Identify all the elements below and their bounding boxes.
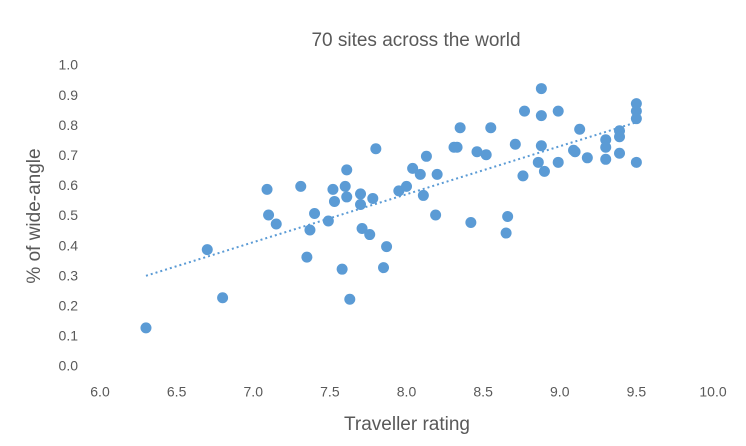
point [519,105,531,117]
point [417,189,429,201]
x-axis-title: Traveller rating [344,414,470,435]
point [378,262,390,274]
y-tick-label: 1.0 [59,57,79,73]
point [309,207,321,219]
point [381,241,393,253]
y-tick-label: 0.9 [59,87,79,103]
point [502,211,514,222]
y-tick-label: 0.3 [59,267,79,283]
point [500,227,512,239]
y-tick-label: 0.8 [59,117,79,133]
point [480,149,492,161]
point [140,322,152,334]
x-tick-label: 6.5 [167,384,187,400]
point [217,292,229,304]
point [356,223,368,235]
point [630,105,642,117]
point [420,150,432,162]
point [341,191,353,203]
y-tick-label: 0.0 [59,358,79,374]
point [367,192,379,204]
point [301,251,313,263]
point [485,122,497,134]
x-tick-label: 7.5 [320,384,340,400]
x-tick-label: 6.0 [90,384,110,400]
point [630,156,642,168]
y-tick-label: 0.4 [59,237,79,253]
y-tick-label: 0.1 [59,328,79,344]
x-tick-label: 9.0 [550,384,570,400]
point [451,141,463,153]
point [465,217,477,229]
point [355,198,367,210]
point [401,180,412,192]
point [600,141,612,153]
point [261,183,273,195]
point [263,209,275,221]
point [532,156,544,168]
point [304,224,316,236]
point [364,229,376,241]
point [407,162,419,174]
point [538,165,550,177]
point [600,153,612,165]
x-tick-label: 9.5 [627,384,647,400]
point [509,138,521,150]
point [327,183,339,195]
point [614,147,626,159]
point [630,98,642,110]
point [295,180,307,192]
point [600,134,612,146]
point [322,215,334,227]
y-tick-label: 0.7 [59,147,79,163]
point [339,180,351,192]
trendline [145,121,637,277]
point [630,113,642,125]
point [431,168,443,180]
point [355,188,367,200]
point [552,156,564,168]
point [201,244,213,256]
point [344,293,356,305]
point [569,146,581,158]
point [270,218,282,230]
point [535,110,547,122]
point [414,168,426,180]
y-tick-label: 0.2 [59,298,79,314]
point [581,152,593,164]
point [574,123,586,135]
x-tick-label: 10.0 [699,384,726,400]
chart-title: 70 sites across the world [311,30,520,51]
point [336,263,348,275]
y-axis-title: % of wide-angle [24,148,45,283]
point [471,146,483,158]
point [535,83,547,95]
point [430,209,442,221]
x-tick-label: 8.5 [473,384,493,400]
y-tick-label: 0.6 [59,177,79,193]
point [614,131,626,143]
point [328,195,340,207]
x-tick-label: 7.0 [244,384,264,400]
point [535,140,547,152]
point [552,105,564,117]
point [341,164,353,176]
y-tick-label: 0.5 [59,207,79,223]
point [454,122,466,134]
point [370,143,382,155]
point [517,170,529,182]
x-tick-label: 8.0 [397,384,417,400]
